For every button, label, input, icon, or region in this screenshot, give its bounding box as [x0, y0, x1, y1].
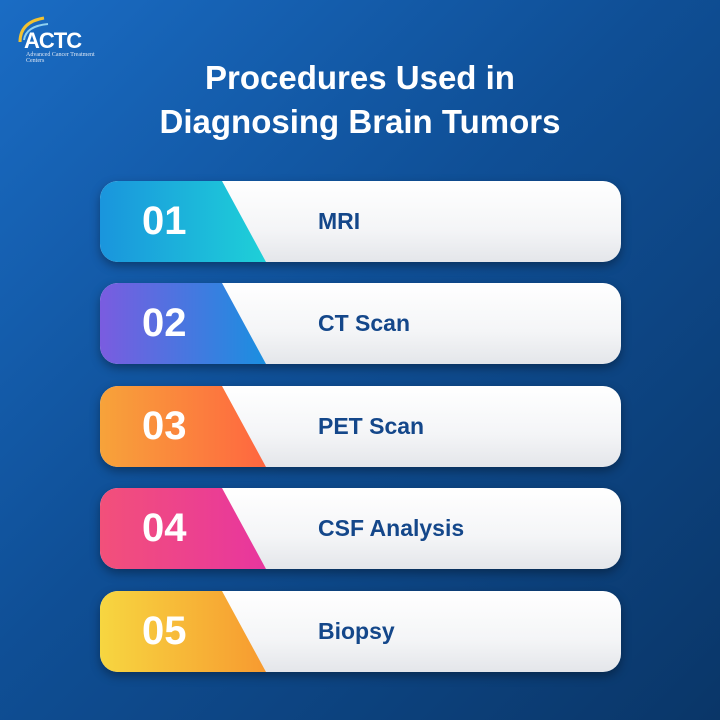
- procedure-item: 05 Biopsy: [100, 591, 621, 672]
- number-badge: 02: [100, 283, 266, 364]
- page-title: Procedures Used in Diagnosing Brain Tumo…: [0, 56, 720, 144]
- item-number: 02: [142, 301, 187, 345]
- logo-subtitle: Advanced Cancer Treatment Centers: [26, 52, 95, 64]
- procedure-item: 01 MRI: [100, 181, 621, 262]
- item-label: MRI: [318, 208, 361, 234]
- procedure-item: 04 CSF Analysis: [100, 488, 621, 569]
- number-badge: 04: [100, 488, 266, 569]
- number-badge: 01: [100, 181, 266, 262]
- item-label: Biopsy: [318, 618, 395, 644]
- procedure-item: 02 CT Scan: [100, 283, 621, 364]
- item-label: PET Scan: [318, 413, 425, 439]
- item-number: 05: [142, 609, 187, 653]
- actc-logo: ACTC Advanced Cancer Treatment Centers: [14, 14, 95, 64]
- item-number: 03: [142, 404, 187, 448]
- title-line-1: Procedures Used in: [205, 59, 515, 96]
- number-badge: 03: [100, 386, 266, 467]
- item-label: CSF Analysis: [318, 515, 465, 541]
- number-badge: 05: [100, 591, 266, 672]
- logo-swoosh-icon: [18, 16, 49, 43]
- item-label: CT Scan: [318, 310, 411, 336]
- title-line-2: Diagnosing Brain Tumors: [159, 103, 561, 140]
- logo-name: ACTC: [24, 28, 82, 53]
- procedure-item: 03 PET Scan: [100, 386, 621, 467]
- item-number: 01: [142, 199, 187, 243]
- item-number: 04: [142, 506, 187, 550]
